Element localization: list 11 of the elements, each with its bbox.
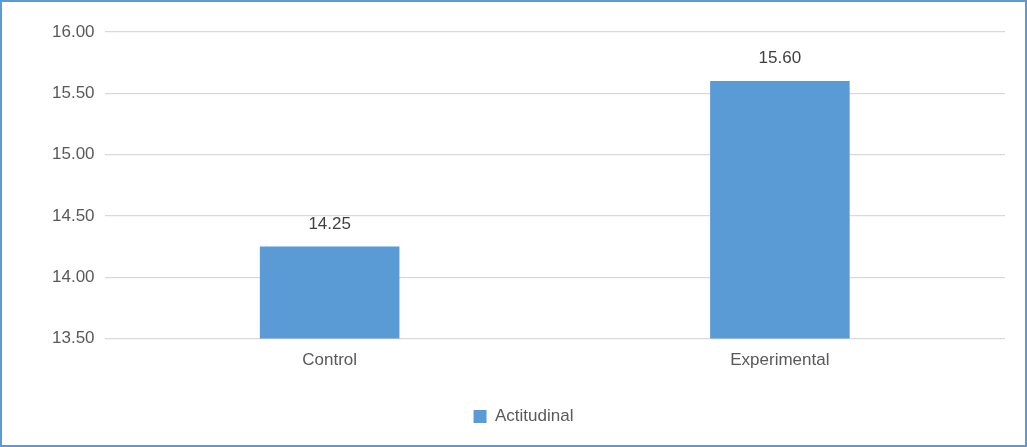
x-tick-label: Experimental	[730, 350, 830, 370]
y-tick-label: 16.00	[51, 21, 95, 41]
y-tick-label: 15.00	[51, 144, 95, 164]
y-tick-label: 13.50	[51, 328, 95, 348]
data-label: 15.60	[758, 48, 802, 68]
y-tick-label: 15.50	[51, 83, 95, 103]
y-tick-label: 14.50	[51, 205, 95, 225]
legend-label: Actitudinal	[495, 406, 574, 426]
y-tick-label: 14.00	[51, 266, 95, 286]
data-label: 14.25	[308, 213, 351, 233]
x-tick-label: Control	[302, 350, 358, 370]
